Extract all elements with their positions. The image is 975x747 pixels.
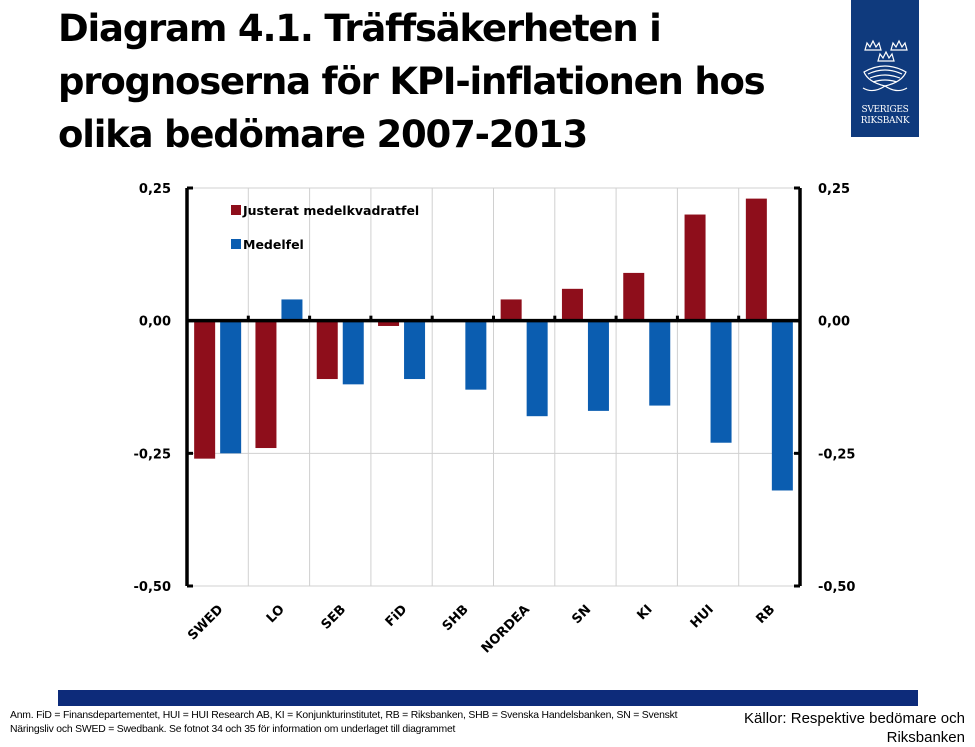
y-tick-label-right: -0,25 <box>818 447 855 462</box>
x-category-label: SWED <box>185 602 226 643</box>
x-category-label: KI <box>634 602 655 623</box>
bar-hui-justerat-medelkvadratfel <box>684 214 706 321</box>
x-category-label: FiD <box>383 602 411 630</box>
bar-swed-medelfel <box>220 320 242 454</box>
x-category-label: LO <box>264 602 288 626</box>
legend-label: Justerat medelkvadratfel <box>242 203 419 218</box>
legend-swatch-medelfel <box>231 239 241 249</box>
chart-title: Diagram 4.1. Träffsäkerheten i prognoser… <box>58 7 766 156</box>
y-tick-label-right: -0,50 <box>818 580 855 595</box>
riksbank-logo: SVERIGES RIKSBANK <box>851 0 919 137</box>
bar-sn-justerat-medelkvadratfel <box>561 288 583 321</box>
footnote: Anm. FiD = Finansdepartementet, HUI = HU… <box>10 710 678 735</box>
y-tick-label-left: 0,25 <box>139 182 171 197</box>
bar-hui-medelfel <box>710 320 732 443</box>
y-tick-label-right: 0,25 <box>818 182 850 197</box>
x-category-label: SN <box>569 602 594 627</box>
bar-sn-medelfel <box>587 320 609 411</box>
bar-nordea-medelfel <box>526 320 548 417</box>
y-tick-label-left: -0,25 <box>134 447 171 462</box>
bar-swed-justerat-medelkvadratfel <box>194 320 216 459</box>
x-category-label: SHB <box>440 602 472 634</box>
bar-fid-medelfel <box>404 320 426 380</box>
bar-fid-justerat-medelkvadratfel <box>378 320 400 326</box>
bar-nordea-justerat-medelkvadratfel <box>500 299 522 321</box>
bar-rb-justerat-medelkvadratfel <box>745 198 767 321</box>
legend-swatch-justerat-medelkvadratfel <box>231 205 241 215</box>
legend-label: Medelfel <box>243 237 304 252</box>
bar-seb-justerat-medelkvadratfel <box>316 320 338 380</box>
x-category-label: HUI <box>688 602 717 631</box>
bar-ki-justerat-medelkvadratfel <box>623 272 645 321</box>
x-category-label: NORDEA <box>479 602 533 656</box>
x-category-label: SEB <box>319 602 350 633</box>
bar-lo-justerat-medelkvadratfel <box>255 320 277 449</box>
bar-ki-medelfel <box>649 320 671 406</box>
y-tick-label-left: -0,50 <box>134 580 171 595</box>
y-tick-label-left: 0,00 <box>139 315 171 330</box>
bar-chart: 0,25 0,25 0,00 0,00 -0,25 -0,25 -0,50 -0,50 SWED… <box>134 182 856 656</box>
crowns-emblem-icon <box>862 39 908 92</box>
bar-rb-medelfel <box>771 320 793 491</box>
bar-shb-medelfel <box>465 320 487 390</box>
x-category-label: RB <box>753 602 778 627</box>
logo-line2: RIKSBANK <box>860 116 910 126</box>
y-tick-label-right: 0,00 <box>818 315 850 330</box>
bar-lo-medelfel <box>281 299 303 321</box>
footer-band <box>58 690 918 706</box>
source-note: Källor: Respektive bedömare och Riksbank… <box>744 710 965 746</box>
logo-line1: SVERIGES <box>861 105 909 115</box>
bar-seb-medelfel <box>342 320 364 385</box>
